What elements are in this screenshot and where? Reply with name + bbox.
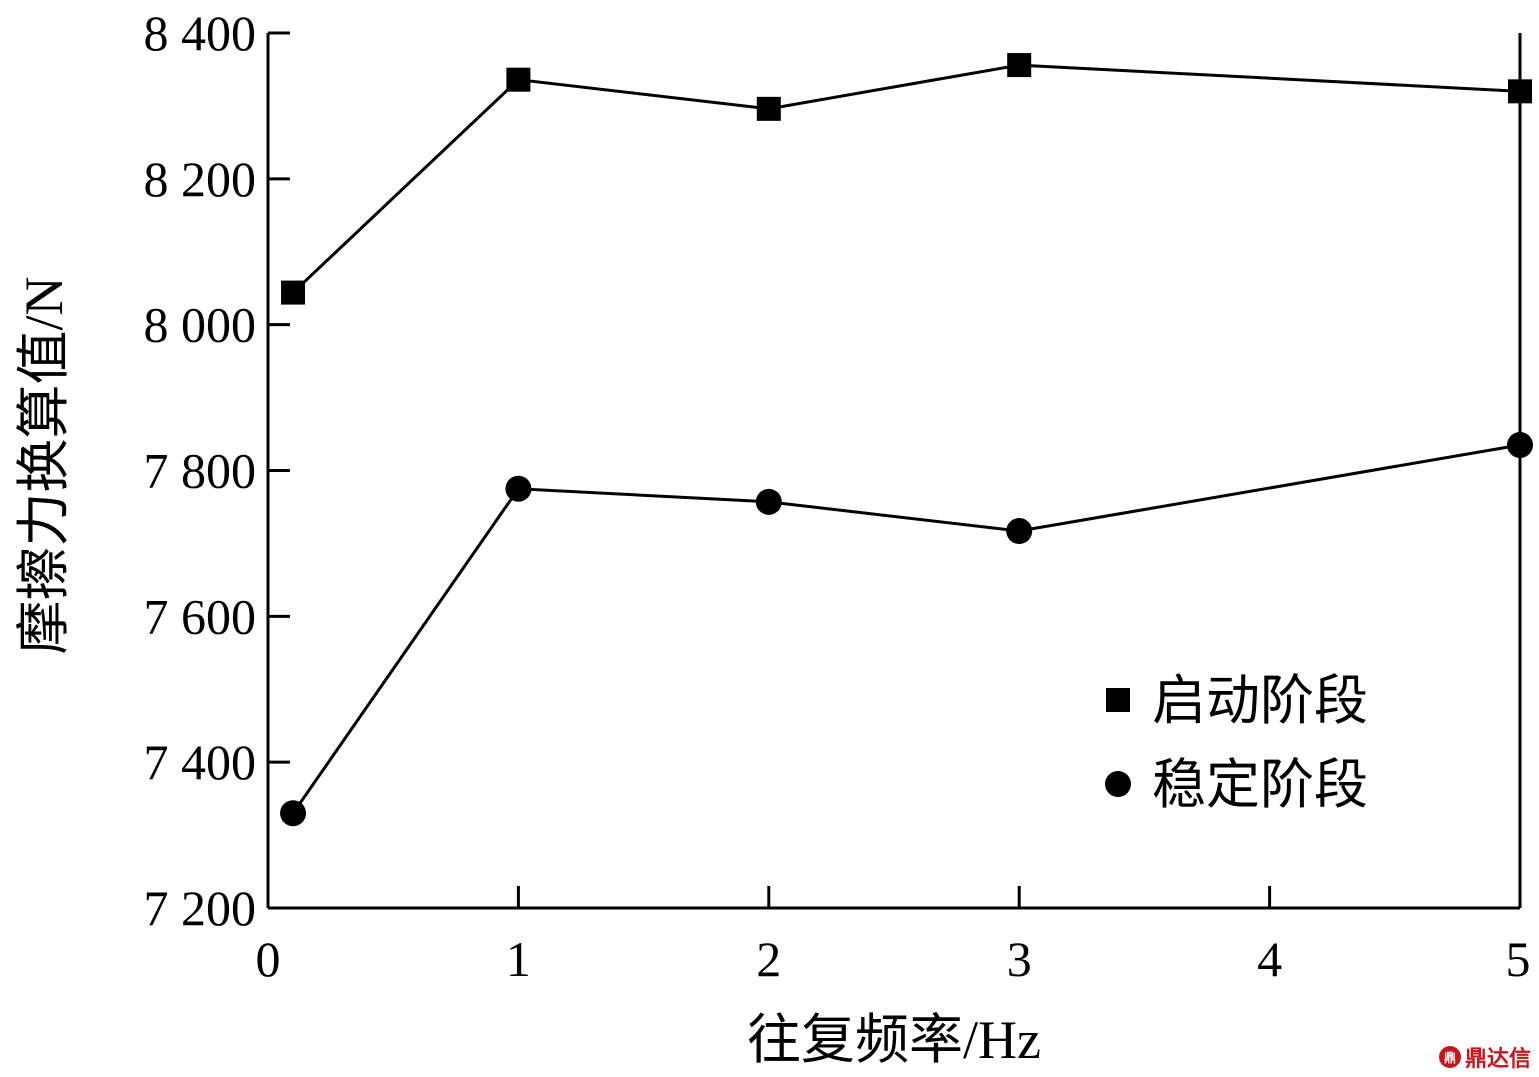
- circle-marker: [505, 475, 532, 502]
- y-tick-label: 7 200: [144, 880, 257, 936]
- legend-square-icon: [1106, 688, 1130, 712]
- watermark-logo-icon: 鼎: [1438, 1046, 1461, 1068]
- x-tick-label: 3: [1007, 931, 1032, 987]
- legend-label: 稳定阶段: [1152, 755, 1368, 815]
- circle-marker: [1006, 518, 1033, 545]
- y-tick-label: 8 200: [144, 151, 257, 207]
- y-tick-label: 7 600: [144, 588, 257, 644]
- y-tick-label: 7 400: [144, 734, 257, 790]
- circle-marker: [1507, 431, 1533, 458]
- circle-marker: [755, 488, 782, 515]
- x-tick-label: 0: [256, 931, 281, 987]
- y-axis-ticks: 7 200 7 400 7 600 7 800 8 000 8 200 8 400: [144, 5, 290, 936]
- y-tick-label: 7 800: [144, 443, 257, 499]
- y-axis-title: 摩擦力换算值/N: [14, 277, 74, 655]
- square-marker: [1007, 53, 1032, 78]
- legend-label: 启动阶段: [1152, 671, 1368, 731]
- x-tick-label: 1: [506, 931, 531, 987]
- x-tick-label: 2: [756, 931, 781, 987]
- square-marker: [506, 67, 531, 92]
- x-tick-label: 5: [1506, 931, 1531, 987]
- legend-circle-icon: [1105, 771, 1131, 797]
- square-marker: [756, 96, 781, 121]
- y-tick-label: 8 400: [144, 5, 257, 61]
- square-marker: [1508, 79, 1532, 104]
- square-marker: [281, 280, 306, 305]
- x-axis-ticks: 0 1 2 3 4 5: [256, 886, 1531, 987]
- circle-marker: [280, 800, 307, 827]
- series-group: [280, 53, 1533, 827]
- watermark: 鼎 鼎达信: [1438, 1041, 1531, 1073]
- x-tick-label: 4: [1257, 931, 1282, 987]
- x-axis-title: 往复频率/Hz: [747, 1010, 1041, 1070]
- y-tick-label: 8 000: [144, 297, 257, 353]
- series-line-1: [292, 63, 1521, 294]
- watermark-text: 鼎达信: [1464, 1047, 1531, 1072]
